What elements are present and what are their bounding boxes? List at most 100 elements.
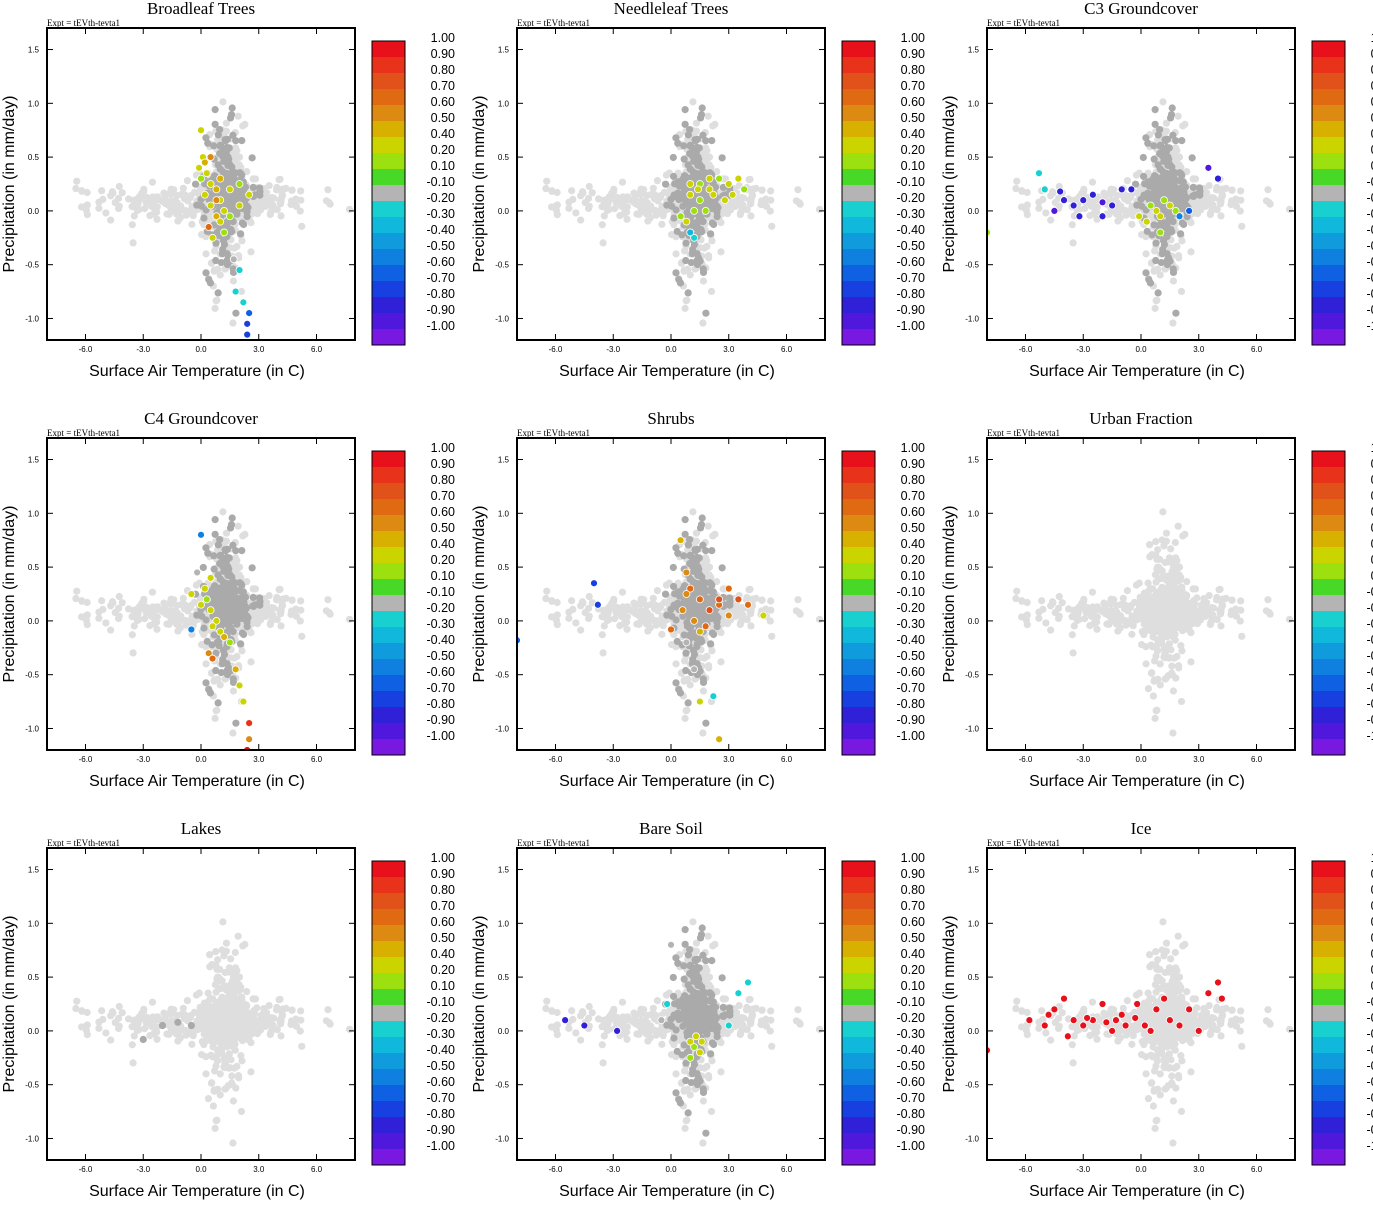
x-tick-label: -6.0	[79, 345, 93, 354]
neutral-point	[243, 202, 250, 209]
background-point	[1216, 196, 1223, 203]
background-point	[211, 678, 218, 685]
neutral-point	[694, 250, 701, 257]
colorbar-label: -1.00	[1367, 319, 1373, 333]
background-point	[153, 208, 160, 215]
background-point	[711, 531, 718, 538]
background-point	[247, 248, 254, 255]
background-point	[136, 193, 143, 200]
chart-title: Broadleaf Trees	[147, 0, 255, 18]
neutral-point	[1170, 265, 1177, 272]
background-point	[565, 205, 572, 212]
background-point	[1163, 128, 1170, 135]
background-point	[292, 607, 299, 614]
colorbar-swatch	[1312, 57, 1345, 73]
background-point	[223, 538, 230, 545]
neutral-point	[216, 589, 223, 596]
colorbar-swatch	[842, 169, 875, 185]
background-point	[705, 523, 712, 530]
data-point	[244, 320, 251, 327]
background-point	[297, 597, 304, 604]
data-point	[1099, 213, 1106, 220]
data-point	[1166, 202, 1173, 209]
neutral-point	[1191, 191, 1198, 198]
colorbar-label: -0.70	[427, 681, 456, 695]
neutral-point	[699, 514, 706, 521]
background-point	[276, 586, 283, 593]
neutral-point	[1189, 154, 1196, 161]
data-point	[213, 197, 220, 204]
colorbar-swatch	[372, 105, 405, 121]
colorbar-label: 0.10	[901, 159, 925, 173]
neutral-point	[204, 638, 211, 645]
background-point	[297, 187, 304, 194]
background-point	[109, 598, 116, 605]
colorbar-swatch	[372, 451, 405, 467]
neutral-point	[685, 699, 692, 706]
background-point	[250, 175, 257, 182]
data-point	[691, 207, 698, 214]
background-point	[84, 211, 91, 218]
background-point	[644, 217, 651, 224]
colorbar-swatch	[372, 201, 405, 217]
y-tick-label: -0.5	[25, 261, 39, 270]
background-point	[606, 603, 613, 610]
colorbar-label: -0.70	[897, 271, 926, 285]
background-point	[1159, 98, 1166, 105]
background-point	[160, 190, 167, 197]
colorbar-swatch	[842, 153, 875, 169]
colorbar-swatch	[842, 121, 875, 137]
colorbar-swatch	[1312, 105, 1345, 121]
background-point	[1042, 209, 1049, 216]
neutral-point	[230, 675, 237, 682]
background-point	[176, 616, 183, 623]
background-point	[154, 196, 161, 203]
background-point	[794, 596, 801, 603]
neutral-point	[224, 609, 231, 616]
background-point	[794, 186, 801, 193]
colorbar-label: -0.60	[427, 255, 456, 269]
data-point	[198, 127, 205, 134]
colorbar-label: 0.40	[901, 127, 925, 141]
background-point	[611, 205, 618, 212]
neutral-point	[193, 202, 200, 209]
background-point	[589, 189, 596, 196]
background-point	[241, 531, 248, 538]
background-point	[119, 189, 126, 196]
background-point	[767, 597, 774, 604]
data-point	[1076, 213, 1083, 220]
background-point	[211, 268, 218, 275]
background-point	[149, 589, 156, 596]
background-point	[277, 622, 284, 629]
colorbar-label: -0.70	[1367, 271, 1373, 285]
background-point	[637, 600, 644, 607]
point-cloud	[475, 98, 823, 326]
neutral-point	[1144, 228, 1151, 235]
data-point	[1215, 175, 1222, 182]
neutral-point	[1164, 136, 1171, 143]
background-point	[247, 219, 254, 226]
x-tick-label: 3.0	[253, 755, 265, 764]
neutral-point	[1168, 180, 1175, 187]
colorbar-swatch	[842, 201, 875, 217]
neutral-point	[674, 228, 681, 235]
background-point	[705, 252, 712, 259]
background-point	[568, 187, 575, 194]
colorbar-swatch	[372, 217, 405, 233]
background-point	[1116, 206, 1123, 213]
background-point	[141, 615, 148, 622]
neutral-point	[238, 137, 245, 144]
neutral-point	[229, 104, 236, 111]
colorbar-label: -0.80	[897, 287, 926, 301]
data-point	[198, 175, 205, 182]
background-point	[746, 586, 753, 593]
neutral-point	[228, 521, 235, 528]
background-point	[269, 604, 276, 611]
background-point	[217, 271, 224, 278]
background-point	[681, 305, 688, 312]
background-point	[1237, 207, 1244, 214]
background-point	[705, 113, 712, 120]
neutral-point	[694, 136, 701, 143]
data-point	[188, 591, 195, 598]
